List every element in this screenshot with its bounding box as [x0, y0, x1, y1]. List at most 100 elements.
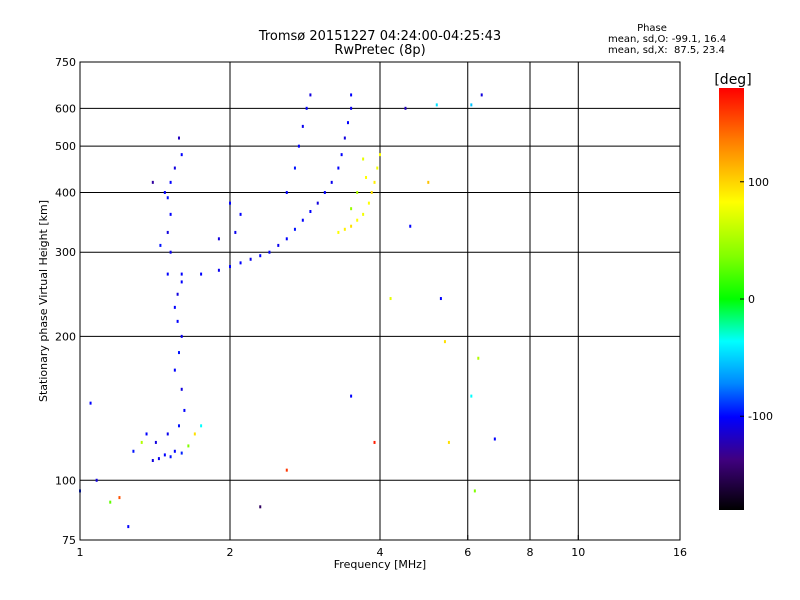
echo-point	[285, 237, 288, 241]
echo-points	[79, 93, 496, 529]
echo-point	[362, 212, 365, 216]
echo-point	[350, 394, 353, 398]
echo-point	[180, 334, 183, 338]
echo-point	[268, 250, 271, 254]
echo-point	[404, 106, 407, 110]
echo-point	[480, 93, 483, 97]
echo-point	[217, 268, 220, 272]
echo-point	[477, 356, 480, 360]
colorbar-gradient	[719, 88, 744, 510]
echo-point	[350, 207, 353, 211]
echo-point	[183, 408, 186, 412]
echo-point	[118, 496, 121, 500]
echo-point	[427, 180, 430, 184]
echo-point	[193, 432, 196, 436]
echo-point	[316, 201, 319, 205]
echo-point	[177, 424, 180, 428]
echo-point	[346, 121, 349, 125]
echo-point	[309, 210, 312, 214]
echo-point	[176, 292, 179, 296]
phase-stats-x: mean, sd,X: 87.5, 23.4	[608, 45, 725, 56]
echo-point	[177, 351, 180, 355]
echo-point	[169, 455, 172, 459]
colorbar-tick-label: -100	[748, 410, 773, 423]
echo-point	[166, 230, 169, 234]
echo-point	[180, 451, 183, 455]
phase-stats-title: Phase	[637, 23, 667, 34]
echo-point	[309, 93, 312, 97]
echo-point	[173, 305, 176, 309]
echo-point	[443, 340, 446, 344]
echo-point	[350, 106, 353, 110]
echo-point	[145, 432, 148, 436]
x-axis-ticks: 1 2 4 6 8 10 16	[77, 535, 687, 559]
x-tick-label: 16	[673, 546, 687, 559]
echo-point	[159, 243, 162, 247]
echo-point	[180, 153, 183, 157]
echo-point	[151, 180, 154, 184]
echo-point	[132, 449, 135, 453]
y-tick-label: 300	[55, 246, 76, 259]
y-axis-ticks: 75 100 200 300 400 500 600 750	[55, 56, 76, 547]
echo-point	[305, 106, 308, 110]
x-tick-label: 6	[464, 546, 471, 559]
echo-point	[470, 103, 473, 107]
echo-point	[89, 401, 92, 405]
echo-point	[370, 190, 373, 194]
echo-point	[343, 136, 346, 140]
echo-point	[473, 489, 476, 493]
echo-point	[409, 224, 412, 228]
echo-point	[301, 218, 304, 222]
echo-point	[367, 201, 370, 205]
echo-point	[323, 190, 326, 194]
x-tick-label: 2	[227, 546, 234, 559]
echo-point	[389, 297, 392, 301]
echo-point	[173, 368, 176, 372]
echo-point	[373, 180, 376, 184]
echo-point	[173, 166, 176, 170]
echo-point	[140, 440, 143, 444]
echo-point	[95, 478, 98, 482]
echo-point	[277, 243, 280, 247]
echo-point	[169, 180, 172, 184]
echo-point	[229, 201, 231, 205]
echo-point	[200, 272, 203, 276]
y-tick-label: 200	[55, 330, 76, 343]
echo-point	[293, 227, 296, 231]
echo-point	[249, 257, 252, 261]
chart-subtitle: RwPretec (8p)	[334, 43, 425, 58]
echo-point	[373, 440, 376, 444]
x-tick-label: 4	[377, 546, 384, 559]
echo-point	[169, 212, 172, 216]
echo-point	[217, 237, 220, 241]
echo-point	[470, 394, 473, 398]
echo-point	[293, 166, 296, 170]
echo-point	[447, 440, 450, 444]
echo-point	[330, 180, 333, 184]
x-tick-label: 8	[527, 546, 534, 559]
echo-point	[301, 124, 304, 128]
echo-point	[180, 272, 183, 276]
y-tick-label: 750	[55, 56, 76, 69]
echo-point	[376, 166, 379, 170]
echo-point	[173, 449, 176, 453]
colorbar-ticks: 100 0 -100	[740, 176, 773, 423]
echo-point	[356, 190, 359, 194]
colorbar-tick-label: 0	[748, 293, 755, 306]
echo-point	[493, 437, 496, 441]
y-axis-label: Stationary phase Virtual Height [km]	[37, 200, 50, 402]
echo-point	[177, 136, 180, 140]
echo-point	[169, 250, 172, 254]
echo-point	[285, 468, 288, 472]
y-tick-label: 500	[55, 140, 76, 153]
echo-point	[337, 166, 340, 170]
echo-point	[259, 254, 262, 258]
chart-title: Tromsø 20151227 04:24:00-04:25:43	[258, 29, 501, 44]
x-axis-label: Frequency [MHz]	[334, 558, 426, 571]
echo-point	[166, 432, 169, 436]
y-tick-label: 100	[55, 474, 76, 487]
echo-point	[176, 319, 179, 323]
x-tick-label: 10	[571, 546, 585, 559]
colorbar-tick-label: 100	[748, 176, 769, 189]
